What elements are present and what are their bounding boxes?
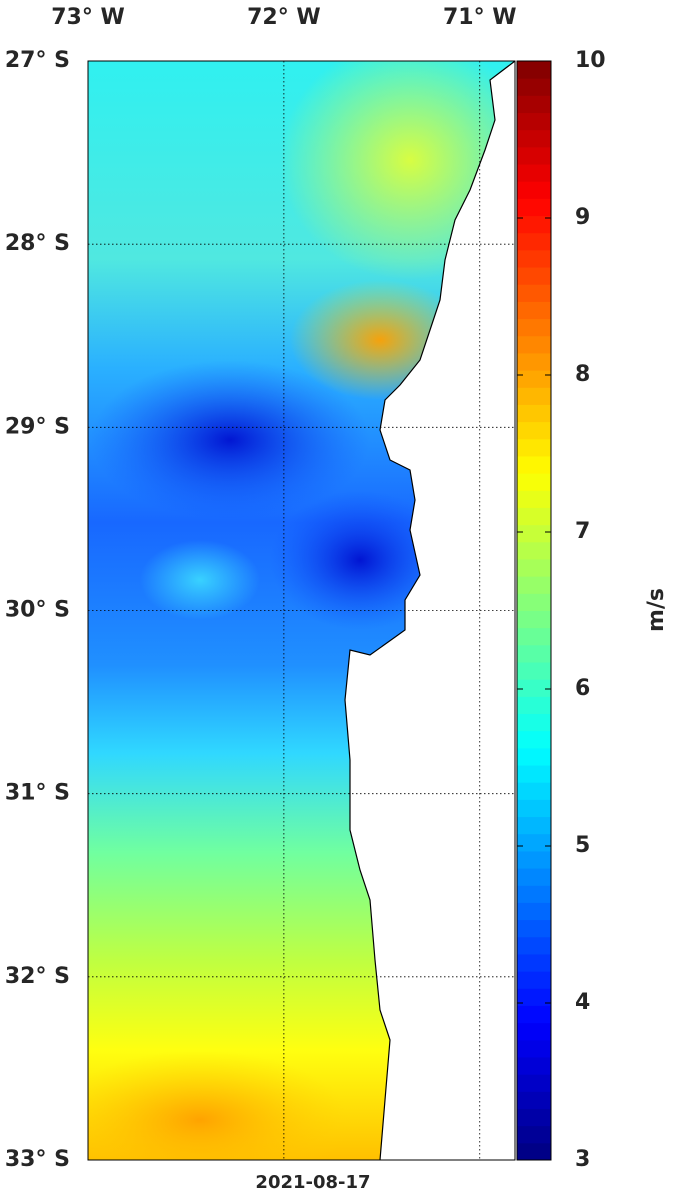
x-tick-label: 73° W — [51, 5, 125, 30]
colorbar-step — [517, 352, 551, 371]
plot-frame — [87, 60, 516, 1161]
colorbar-step — [517, 919, 551, 938]
colorbar-step — [517, 627, 551, 646]
y-tick-label: 29° S — [5, 414, 70, 439]
colorbar-step — [517, 455, 551, 474]
date-label: 2021-08-17 — [255, 1172, 370, 1193]
x-tick-label: 72° W — [247, 5, 321, 30]
y-tick-label: 32° S — [5, 964, 70, 989]
colorbar-step — [517, 164, 551, 182]
colorbar-step — [517, 799, 551, 818]
colorbar-tick-label: 9 — [575, 205, 590, 230]
colorbar-step — [517, 507, 551, 526]
y-tick-label: 31° S — [5, 781, 70, 806]
colorbar-step — [517, 902, 551, 921]
colorbar-step — [517, 644, 551, 663]
colorbar-step — [517, 370, 551, 388]
colorbar-step — [517, 850, 551, 869]
colorbar-step — [517, 524, 551, 543]
colorbar-step — [517, 112, 551, 131]
colorbar-step — [517, 1091, 551, 1109]
colorbar-step — [517, 816, 551, 835]
colorbar-step — [517, 421, 551, 440]
wind-field — [88, 61, 515, 1160]
y-tick-label: 30° S — [5, 598, 70, 623]
colorbar-step — [517, 267, 551, 285]
colorbar-step — [517, 146, 551, 165]
colorbar-step — [517, 679, 551, 697]
colorbar-step — [517, 181, 551, 199]
colorbar-step — [517, 713, 551, 732]
colorbar-step — [517, 473, 551, 491]
colorbar-step — [517, 558, 551, 577]
colorbar-step — [517, 782, 551, 800]
colorbar-step — [517, 765, 551, 783]
colorbar-step — [517, 833, 551, 852]
colorbar-tick-label: 5 — [575, 833, 590, 858]
colorbar-step — [517, 490, 551, 508]
colorbar-step — [517, 730, 551, 749]
colorbar-step — [517, 971, 551, 989]
colorbar-step — [517, 953, 551, 972]
colorbar-step — [517, 1074, 551, 1092]
colorbar-tick-label: 6 — [575, 676, 590, 701]
colorbar-step — [517, 78, 551, 96]
colorbar-step — [517, 747, 551, 766]
colorbar-frame — [516, 60, 552, 1161]
colorbar-step — [517, 1142, 551, 1161]
colorbar-step — [517, 936, 551, 955]
colorbar-step — [517, 576, 551, 594]
colorbar-step — [517, 593, 551, 611]
colorbar-step — [517, 249, 551, 268]
colorbar-step — [517, 438, 551, 457]
colorbar-step — [517, 95, 551, 114]
colorbar-step — [517, 1005, 551, 1024]
colorbar-step — [517, 335, 551, 354]
colorbar-step — [517, 387, 551, 405]
colorbar-step — [517, 284, 551, 302]
colorbar-step — [517, 610, 551, 629]
colorbar-step — [517, 1022, 551, 1041]
y-tick-label: 33° S — [5, 1147, 70, 1172]
colorbar-step — [517, 1125, 551, 1144]
colorbar-step — [517, 61, 551, 79]
colorbar-step — [517, 301, 551, 320]
colorbar-tick-label: 8 — [575, 362, 590, 387]
colorbar-tick-label: 10 — [575, 48, 606, 73]
colorbar-step — [517, 662, 551, 680]
colorbar-tick-label: 7 — [575, 519, 590, 544]
colorbar-step — [517, 215, 551, 234]
colorbar-tick-label: 3 — [575, 1147, 590, 1172]
y-tick-label: 28° S — [5, 231, 70, 256]
colorbar-step — [517, 868, 551, 886]
colorbar-step — [517, 885, 551, 903]
colorbar-step — [517, 232, 551, 251]
colorbar-step — [517, 1056, 551, 1075]
colorbar-tick-label: 4 — [575, 990, 590, 1015]
colorbar-step — [517, 1108, 551, 1127]
colorbar-step — [517, 1039, 551, 1058]
colorbar-label: m/s — [644, 588, 669, 632]
colorbar-step — [517, 318, 551, 337]
colorbar-step — [517, 696, 551, 715]
y-tick-label: 27° S — [5, 48, 70, 73]
colorbar-step — [517, 198, 551, 217]
colorbar-step — [517, 541, 551, 560]
colorbar-step — [517, 404, 551, 423]
colorbar-step — [517, 988, 551, 1006]
x-tick-label: 71° W — [443, 5, 517, 30]
coastline — [344, 60, 516, 1161]
colorbar-step — [517, 129, 551, 148]
